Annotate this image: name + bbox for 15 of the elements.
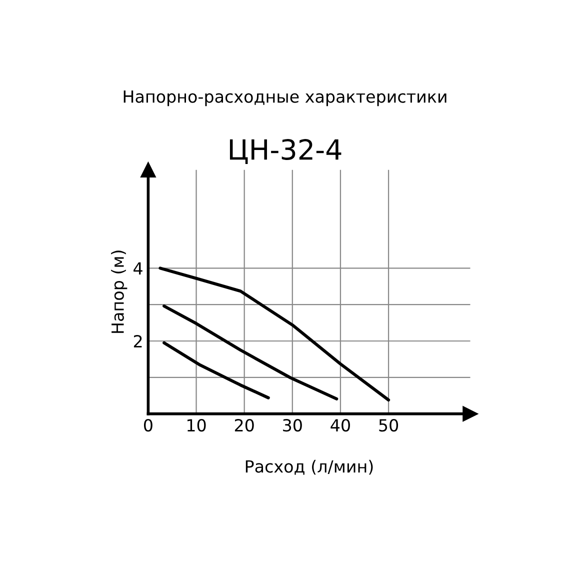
x-tick-label: 30 [283, 418, 302, 432]
line-series [158, 266, 390, 402]
x-tick-label: 50 [379, 418, 398, 432]
chart-title: Напорно-расходные характеристики [124, 90, 446, 106]
x-tick-label: 40 [330, 418, 350, 432]
y-axis-title: Напор (м) [111, 250, 128, 333]
x-tick-label: 20 [234, 418, 254, 432]
chart-subtitle: ЦН-32-4 [230, 138, 342, 164]
x-tick-label: 0 [144, 418, 152, 432]
line-series [162, 304, 338, 400]
y-tick-label: 2 [134, 334, 142, 348]
line-series [162, 341, 270, 400]
x-tick-label: 10 [187, 418, 206, 432]
y-tick-label: 4 [134, 262, 142, 275]
x-axis-title: Расход (л/мин) [246, 460, 373, 475]
